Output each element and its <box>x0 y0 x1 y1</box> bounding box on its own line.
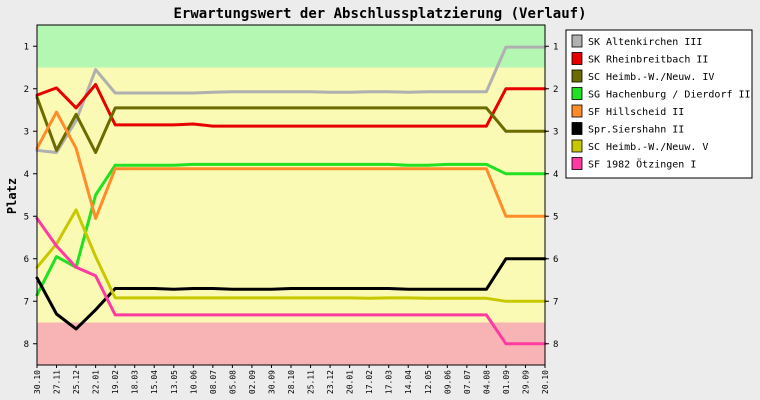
x-tick-label: 28.10 <box>287 370 296 394</box>
x-tick-label: 07.07 <box>463 370 472 394</box>
x-tick-label: 30.09 <box>267 370 276 394</box>
legend-swatch <box>571 34 583 48</box>
y-tick-label-right: 8 <box>553 340 558 350</box>
legend-swatch <box>571 139 583 153</box>
y-tick-label-right: 7 <box>553 297 558 307</box>
x-tick-label: 22.01 <box>92 370 101 394</box>
x-tick-label: 02.09 <box>248 370 257 394</box>
legend-box <box>565 29 753 179</box>
x-axis: 30.10 27.11 25.12 22.01 19.02 18.03 15.04 13.05… <box>33 365 550 394</box>
y-tick-label-right: 4 <box>553 170 558 180</box>
x-tick-label: 20.10 <box>541 370 550 394</box>
y-tick-label-right: 1 <box>553 42 558 52</box>
x-tick-label: 05.08 <box>228 370 237 394</box>
series-line-0 <box>35 45 547 154</box>
series-line-6 <box>35 208 547 303</box>
legend-label: SG Hachenburg / Dierdorf II <box>588 90 751 101</box>
legend-swatch <box>571 104 583 118</box>
legend-swatch <box>571 157 583 170</box>
series-line-4 <box>35 110 547 220</box>
legend-swatch <box>571 87 583 100</box>
series-line-7 <box>35 216 547 346</box>
legend-label: SK Altenkirchen III <box>588 37 702 48</box>
y-tick-label: 4 <box>24 170 29 180</box>
y-tick-label-right: 2 <box>553 85 558 95</box>
plot-band-0 <box>37 25 545 68</box>
x-tick-label: 29.09 <box>521 370 530 394</box>
y-tick-label: 3 <box>24 127 29 137</box>
x-tick-label: 27.11 <box>53 370 62 394</box>
x-tick-label: 14.04 <box>404 370 413 394</box>
series-line-3 <box>35 162 547 297</box>
legend-swatch <box>571 122 583 135</box>
x-tick-label: 25.12 <box>72 370 81 394</box>
x-tick-label: 23.12 <box>326 370 335 394</box>
x-tick-label: 17.02 <box>365 370 374 394</box>
series-line-5 <box>35 257 547 331</box>
legend-swatch <box>571 69 583 83</box>
y-tick-label: 1 <box>24 42 29 52</box>
legend-label: SK Rheinbreitbach II <box>588 55 708 66</box>
y-axis-label: Platz <box>5 178 19 214</box>
series-line-2 <box>35 95 547 154</box>
y-tick-label: 2 <box>24 85 29 95</box>
x-tick-label: 08.07 <box>209 370 218 394</box>
x-tick-label: 10.06 <box>189 370 198 394</box>
legend: SK Altenkirchen III SK Rheinbreitbach II S… <box>565 29 753 179</box>
legend-label: SC Heimb.-W./Neuw. V <box>588 142 708 153</box>
x-tick-label: 30.10 <box>33 370 42 394</box>
x-tick-label: 20.01 <box>346 370 355 394</box>
y-tick-label-right: 3 <box>553 127 558 137</box>
x-tick-label: 04.08 <box>482 370 491 394</box>
x-tick-label: 25.11 <box>307 370 316 394</box>
y-tick-label: 7 <box>24 297 29 307</box>
series-lines <box>35 45 547 346</box>
series-line-1 <box>35 83 547 128</box>
x-tick-label: 01.09 <box>502 370 511 394</box>
x-tick-label: 15.04 <box>150 370 159 394</box>
plot-bands <box>37 25 545 365</box>
x-tick-label: 19.02 <box>111 370 120 394</box>
y-axis-left: 1 2 3 4 5 6 7 8 <box>24 42 37 350</box>
x-tick-label: 13.05 <box>170 370 179 394</box>
y-tick-label-right: 5 <box>553 212 558 222</box>
legend-label: SC Heimb.-W./Neuw. IV <box>588 72 714 83</box>
y-tick-label: 8 <box>24 340 29 350</box>
x-tick-label: 18.03 <box>131 370 140 394</box>
legend-label: SF Hillscheid II <box>588 107 684 118</box>
chart-title: Erwartungswert der Abschlussplatzierung … <box>173 6 586 22</box>
x-tick-label: 09.06 <box>443 370 452 394</box>
legend-label: SF 1982 Ötzingen I <box>588 158 696 171</box>
legend-swatch <box>571 52 583 65</box>
plot-band-2 <box>37 322 545 365</box>
y-tick-label: 6 <box>24 255 29 265</box>
x-tick-label: 17.03 <box>385 370 394 394</box>
y-tick-label-right: 6 <box>553 255 558 265</box>
legend-label: Spr.Siershahn II <box>588 125 684 136</box>
x-tick-label: 12.05 <box>424 370 433 394</box>
y-axis-right: 1 2 3 4 5 6 7 8 <box>545 42 558 350</box>
y-tick-label: 5 <box>24 212 29 222</box>
plot-band-1 <box>37 67 545 323</box>
